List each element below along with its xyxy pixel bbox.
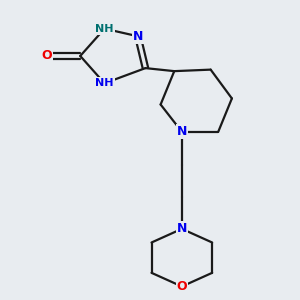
Text: NH: NH <box>95 24 114 34</box>
Text: NH: NH <box>95 78 114 88</box>
Text: N: N <box>133 30 143 43</box>
Text: N: N <box>177 222 187 236</box>
Text: O: O <box>176 280 187 293</box>
Text: N: N <box>177 125 187 138</box>
Text: O: O <box>42 50 52 62</box>
